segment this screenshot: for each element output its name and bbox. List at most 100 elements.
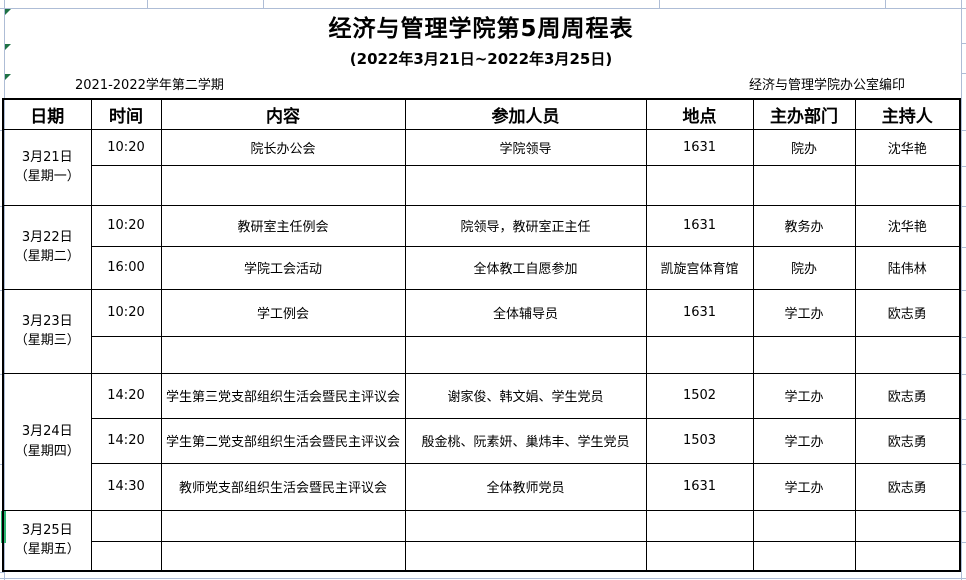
gridline: [0, 578, 966, 579]
location-cell[interactable]: [645, 540, 754, 572]
time-cell[interactable]: [90, 164, 162, 206]
time-cell[interactable]: 10:20: [90, 204, 162, 247]
schedule-table: 日期 时间 内容 参加人员 地点 主办部门 主持人 3月21日 （星期一） 10…: [2, 98, 961, 572]
content-cell[interactable]: [160, 164, 406, 206]
time-cell[interactable]: 10:20: [90, 288, 162, 337]
content-cell[interactable]: 学工例会: [160, 288, 406, 337]
header-participants[interactable]: 参加人员: [404, 98, 647, 130]
host-cell[interactable]: [854, 509, 961, 542]
time-cell[interactable]: [90, 335, 162, 374]
location-cell[interactable]: [645, 335, 754, 374]
header-department[interactable]: 主办部门: [752, 98, 856, 130]
participants-cell[interactable]: [404, 335, 647, 374]
table-row: [3, 164, 961, 206]
time-cell[interactable]: 14:30: [90, 462, 162, 511]
content-cell[interactable]: 学院工会活动: [160, 245, 406, 290]
department-cell[interactable]: 学工办: [752, 462, 856, 511]
participants-cell[interactable]: 全体教师党员: [404, 462, 647, 511]
host-cell[interactable]: 欧志勇: [854, 462, 961, 511]
department-cell[interactable]: [752, 335, 856, 374]
content-cell[interactable]: 院长办公会: [160, 128, 406, 166]
content-cell[interactable]: 教研室主任例会: [160, 204, 406, 247]
time-cell[interactable]: 14:20: [90, 372, 162, 419]
time-cell[interactable]: 14:20: [90, 417, 162, 464]
header-content[interactable]: 内容: [160, 98, 406, 130]
department-cell[interactable]: 教务办: [752, 204, 856, 247]
host-cell[interactable]: 沈华艳: [854, 204, 961, 247]
department-cell[interactable]: 学工办: [752, 372, 856, 419]
participants-cell[interactable]: 院领导，教研室正主任: [404, 204, 647, 247]
header-date[interactable]: 日期: [2, 98, 92, 130]
table-row: [3, 540, 961, 572]
table-row: 3月21日 （星期一） 10:20 院长办公会 学院领导 1631 院办 沈华艳: [2, 128, 961, 206]
weekday-text: （星期三）: [14, 333, 80, 348]
gridline: [885, 0, 886, 8]
department-cell[interactable]: 学工办: [752, 288, 856, 337]
date-cell-thursday[interactable]: 3月24日 （星期四）: [2, 372, 92, 511]
participants-cell[interactable]: 学院领导: [404, 128, 647, 166]
location-cell[interactable]: 1631: [645, 204, 754, 247]
host-cell[interactable]: [854, 540, 961, 572]
location-cell[interactable]: 1503: [645, 417, 754, 464]
location-cell[interactable]: 1631: [645, 288, 754, 337]
host-cell[interactable]: 沈华艳: [854, 128, 961, 166]
semester-label[interactable]: 2021-2022学年第二学期: [75, 78, 224, 93]
participants-cell[interactable]: 全体辅导员: [404, 288, 647, 337]
department-cell[interactable]: [752, 540, 856, 572]
location-cell[interactable]: [645, 164, 754, 206]
host-cell[interactable]: 欧志勇: [854, 417, 961, 464]
content-cell[interactable]: 学生第三党支部组织生活会暨民主评议会: [160, 372, 406, 419]
weekday-text: （星期一）: [14, 169, 80, 184]
host-cell[interactable]: 欧志勇: [854, 372, 961, 419]
participants-cell[interactable]: 谢家俊、韩文娟、学生党员: [404, 372, 647, 419]
date-range-subtitle[interactable]: (2022年3月21日~2022年3月25日): [349, 49, 613, 68]
gridline: [0, 8, 966, 9]
department-cell[interactable]: [752, 509, 856, 542]
participants-cell[interactable]: 全体教工自愿参加: [404, 245, 647, 290]
header-location[interactable]: 地点: [645, 98, 754, 130]
gridline: [961, 290, 966, 291]
location-cell[interactable]: 凯旋宫体育馆: [645, 245, 754, 290]
time-cell[interactable]: 16:00: [90, 245, 162, 290]
header-time[interactable]: 时间: [90, 98, 162, 130]
date-cell-tuesday[interactable]: 3月22日 （星期二）: [2, 204, 92, 290]
content-cell[interactable]: 教师党支部组织生活会暨民主评议会: [160, 462, 406, 511]
host-cell[interactable]: 陆伟林: [854, 245, 961, 290]
date-cell-monday[interactable]: 3月21日 （星期一）: [2, 128, 92, 206]
participants-cell[interactable]: [404, 164, 647, 206]
host-cell[interactable]: [854, 335, 961, 374]
host-cell[interactable]: [854, 164, 961, 206]
content-cell[interactable]: [160, 335, 406, 374]
department-cell[interactable]: [752, 164, 856, 206]
cell-error-marker-icon: [5, 9, 11, 15]
department-cell[interactable]: 院办: [752, 128, 856, 166]
table-row: 3月23日 （星期三） 10:20 学工例会 全体辅导员 1631 学工办 欧志…: [2, 288, 961, 374]
gridline: [961, 206, 966, 207]
participants-cell[interactable]: [404, 509, 647, 542]
date-cell-wednesday[interactable]: 3月23日 （星期三）: [2, 288, 92, 374]
time-cell[interactable]: 10:20: [90, 128, 162, 166]
date-text: 3月25日: [21, 522, 73, 538]
gridline: [961, 511, 966, 512]
host-cell[interactable]: 欧志勇: [854, 288, 961, 337]
publisher-label[interactable]: 经济与管理学院办公室编印: [748, 78, 905, 93]
time-cell[interactable]: [90, 509, 162, 542]
location-cell[interactable]: 1631: [645, 128, 754, 166]
time-cell[interactable]: [90, 540, 162, 572]
header-host[interactable]: 主持人: [854, 98, 961, 130]
gridline: [961, 464, 966, 465]
department-cell[interactable]: 学工办: [752, 417, 856, 464]
date-cell-friday[interactable]: 3月25日 （星期五）: [2, 509, 92, 572]
page-title[interactable]: 经济与管理学院第5周周程表: [328, 15, 634, 42]
participants-cell[interactable]: [404, 540, 647, 572]
content-cell[interactable]: 学生第二党支部组织生活会暨民主评议会: [160, 417, 406, 464]
location-cell[interactable]: 1502: [645, 372, 754, 419]
table-row: 3月24日 （星期四） 14:20 学生第三党支部组织生活会暨民主评议会 谢家俊…: [2, 372, 961, 511]
department-cell[interactable]: 院办: [752, 245, 856, 290]
table-row: 14:20 学生第二党支部组织生活会暨民主评议会 殷金桃、阮素妍、巢炜丰、学生党…: [3, 417, 961, 464]
location-cell[interactable]: [645, 509, 754, 542]
participants-cell[interactable]: 殷金桃、阮素妍、巢炜丰、学生党员: [404, 417, 647, 464]
location-cell[interactable]: 1631: [645, 462, 754, 511]
content-cell[interactable]: [160, 509, 406, 542]
content-cell[interactable]: [160, 540, 406, 572]
